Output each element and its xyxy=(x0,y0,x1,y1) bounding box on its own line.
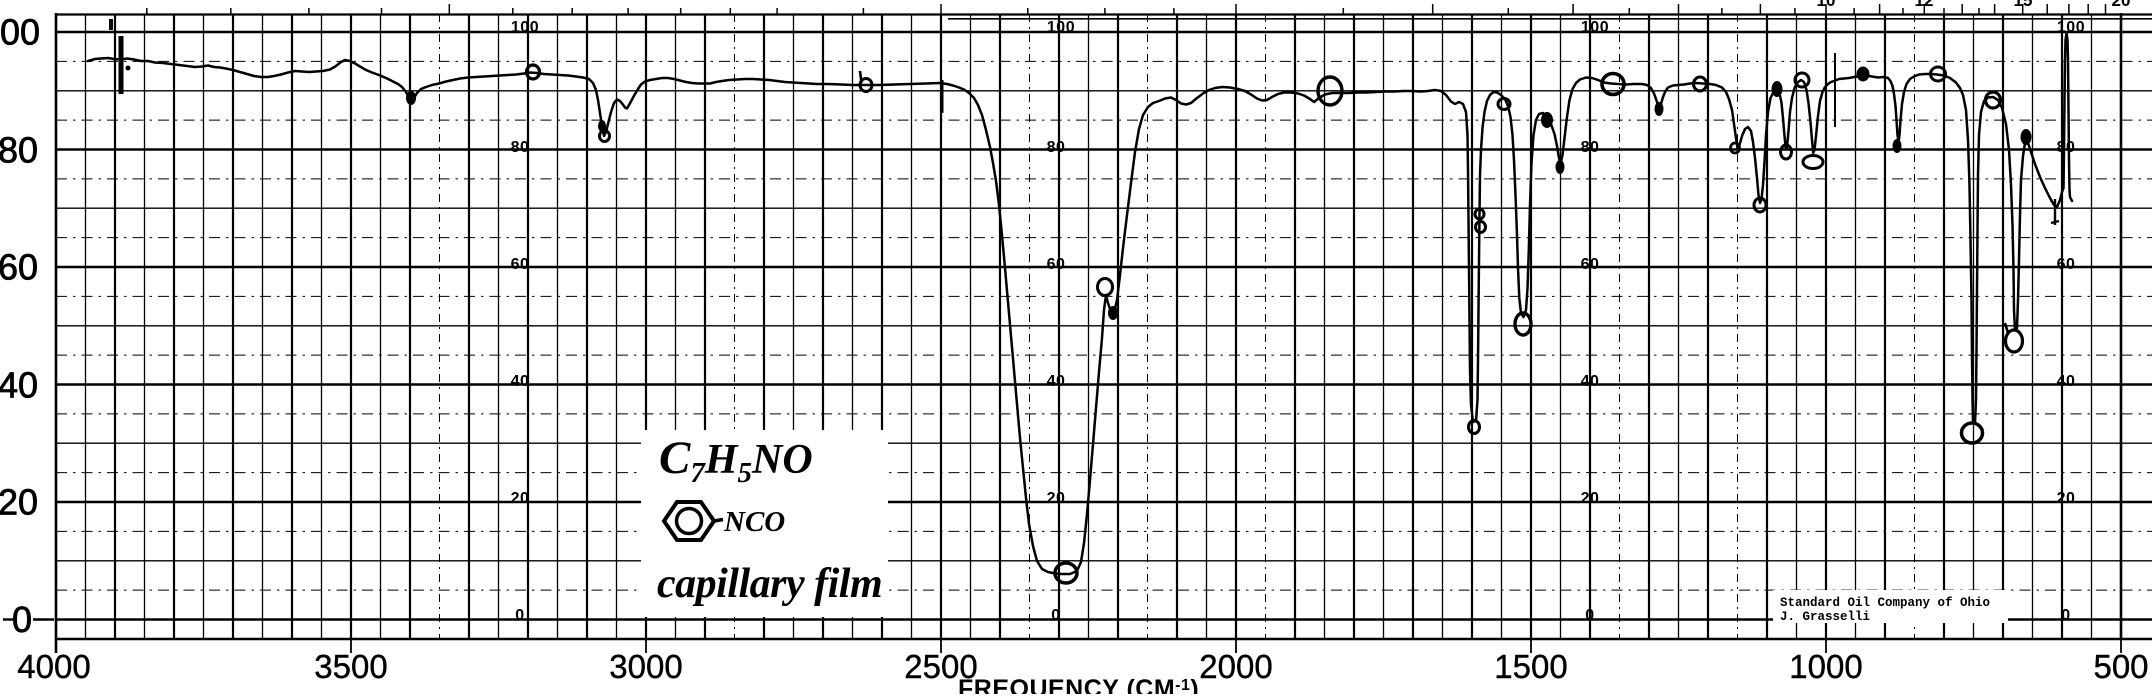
svg-text:20: 20 xyxy=(0,482,38,523)
svg-text:10: 10 xyxy=(1817,0,1836,10)
svg-text:60: 60 xyxy=(0,247,38,288)
svg-text:C7H5NO: C7H5NO xyxy=(659,432,813,489)
svg-text:0: 0 xyxy=(1051,607,1060,624)
svg-text:2500: 2500 xyxy=(904,648,977,685)
svg-text:60: 60 xyxy=(2057,256,2076,273)
svg-text:0: 0 xyxy=(12,599,32,640)
svg-text:0: 0 xyxy=(2061,607,2070,624)
svg-text:40: 40 xyxy=(1581,373,1600,390)
svg-text:3500: 3500 xyxy=(314,648,387,685)
svg-text:J. Grasselli: J. Grasselli xyxy=(1780,610,1870,624)
svg-text:100: 100 xyxy=(1581,19,1609,36)
svg-text:20: 20 xyxy=(511,490,530,507)
svg-text:4000: 4000 xyxy=(17,648,90,685)
svg-text:2000: 2000 xyxy=(1199,648,1272,685)
svg-text:20: 20 xyxy=(1581,490,1600,507)
svg-text:40: 40 xyxy=(2057,373,2076,390)
svg-text:3000: 3000 xyxy=(609,648,682,685)
svg-text:20: 20 xyxy=(1047,490,1066,507)
svg-text:500: 500 xyxy=(2093,648,2148,685)
svg-text:60: 60 xyxy=(1581,256,1600,273)
svg-text:12: 12 xyxy=(1915,0,1934,10)
svg-text:60: 60 xyxy=(1047,256,1066,273)
svg-text:100: 100 xyxy=(0,12,40,53)
svg-text:100: 100 xyxy=(2057,19,2085,36)
svg-text:20: 20 xyxy=(2057,490,2076,507)
svg-text:20: 20 xyxy=(2112,0,2131,10)
svg-text:80: 80 xyxy=(2057,139,2076,156)
svg-text:100: 100 xyxy=(1047,19,1075,36)
svg-text:FREQUENCY (CM-1): FREQUENCY (CM-1) xyxy=(958,675,1199,694)
svg-text:0: 0 xyxy=(1585,607,1594,624)
svg-text:15: 15 xyxy=(2014,0,2033,10)
svg-text:1000: 1000 xyxy=(1789,648,1862,685)
svg-text:40: 40 xyxy=(0,365,38,406)
svg-text:80: 80 xyxy=(1047,139,1066,156)
svg-text:100: 100 xyxy=(511,19,539,36)
svg-text:80: 80 xyxy=(1581,139,1600,156)
svg-text:40: 40 xyxy=(511,373,530,390)
svg-text:capillary film: capillary film xyxy=(657,561,882,607)
svg-text:60: 60 xyxy=(511,256,530,273)
svg-text:40: 40 xyxy=(1047,373,1066,390)
svg-text:0: 0 xyxy=(515,607,524,624)
svg-text:80: 80 xyxy=(0,130,38,171)
svg-text:80: 80 xyxy=(511,139,530,156)
svg-text:NCO: NCO xyxy=(723,506,785,538)
svg-text:1500: 1500 xyxy=(1494,648,1567,685)
svg-text:Standard Oil Company of Ohio: Standard Oil Company of Ohio xyxy=(1780,596,1990,610)
